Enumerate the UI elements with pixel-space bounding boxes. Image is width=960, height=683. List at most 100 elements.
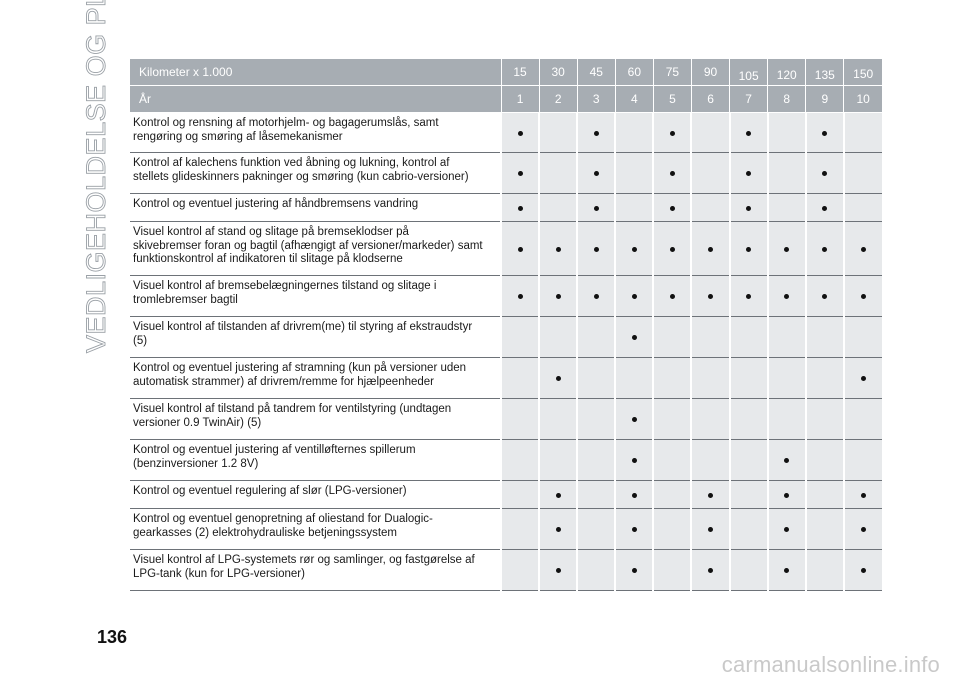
- schedule-cell: [576, 508, 616, 550]
- table-row: Visuel kontrol af stand og slitage på br…: [130, 221, 882, 276]
- year-header-cell: 4: [614, 85, 654, 113]
- kilometer-header-cell: 120: [767, 59, 806, 86]
- schedule-cell: [804, 439, 844, 481]
- check-dot-icon: [822, 294, 828, 299]
- check-dot-icon: [555, 527, 561, 532]
- schedule-cell: [500, 112, 540, 153]
- check-dot-icon: [631, 458, 637, 463]
- schedule-cell: [766, 480, 806, 509]
- schedule-cell: [842, 480, 882, 509]
- schedule-cell: [538, 275, 578, 317]
- schedule-cell: [538, 112, 578, 153]
- table-row: Kontrol og eventuel justering af stramni…: [130, 357, 882, 399]
- schedule-cell: [842, 275, 882, 317]
- maintenance-item-description: Visuel kontrol af stand og slitage på br…: [130, 221, 502, 276]
- kilometer-value: 105: [738, 69, 759, 83]
- table-row: Kontrol og eventuel regulering af slør (…: [130, 480, 882, 509]
- year-header-cell: 9: [805, 85, 844, 113]
- table-row: Kontrol og rensning af motorhjelm- og ba…: [130, 112, 882, 153]
- check-dot-icon: [708, 527, 714, 532]
- check-dot-icon: [822, 205, 828, 211]
- schedule-cell: [538, 439, 578, 481]
- schedule-cell: [614, 398, 654, 440]
- schedule-cell: [842, 549, 882, 591]
- schedule-cell: [538, 193, 578, 222]
- schedule-cell: [652, 152, 692, 194]
- schedule-cell: [728, 508, 768, 550]
- schedule-cell: [500, 152, 540, 194]
- check-dot-icon: [746, 205, 752, 211]
- check-dot-icon: [593, 171, 599, 176]
- year-header-cell: 10: [843, 85, 882, 113]
- schedule-cell: [804, 221, 844, 276]
- kilometer-header-cell: 90: [690, 59, 730, 86]
- maintenance-item-description: Visuel kontrol af LPG-systemets rør og s…: [130, 549, 502, 591]
- check-dot-icon: [555, 376, 561, 381]
- check-dot-icon: [708, 294, 714, 299]
- schedule-cell: [538, 508, 578, 550]
- check-dot-icon: [822, 246, 828, 252]
- kilometer-value: 15: [513, 65, 527, 79]
- schedule-cell: [500, 439, 540, 481]
- schedule-cell: [766, 152, 806, 194]
- maintenance-item-description: Visuel kontrol af tilstanden af drivrem(…: [130, 316, 502, 358]
- schedule-cell: [804, 193, 844, 222]
- check-dot-icon: [708, 246, 714, 252]
- check-dot-icon: [593, 294, 599, 299]
- check-dot-icon: [555, 294, 561, 299]
- schedule-cell: [538, 152, 578, 194]
- kilometer-header-cell: 45: [576, 59, 616, 86]
- check-dot-icon: [669, 205, 675, 211]
- schedule-cell: [652, 112, 692, 153]
- schedule-cell: [842, 221, 882, 276]
- schedule-cell: [576, 316, 616, 358]
- schedule-cell: [842, 152, 882, 194]
- schedule-cell: [614, 439, 654, 481]
- check-dot-icon: [555, 568, 561, 573]
- maintenance-item-description: Visuel kontrol af tilstand på tandrem fo…: [130, 398, 502, 440]
- check-dot-icon: [631, 246, 637, 252]
- schedule-cell: [804, 112, 844, 153]
- schedule-cell: [614, 549, 654, 591]
- schedule-cell: [614, 316, 654, 358]
- schedule-cell: [766, 316, 806, 358]
- schedule-cell: [690, 480, 730, 509]
- schedule-cell: [690, 549, 730, 591]
- chapter-side-title: VEDLIGEHOLDELSE OG PLEJE: [81, 0, 112, 353]
- schedule-cell: [576, 480, 616, 509]
- check-dot-icon: [746, 294, 752, 299]
- maintenance-item-description: Kontrol og eventuel justering af ventill…: [130, 439, 502, 481]
- check-dot-icon: [708, 492, 714, 498]
- schedule-cell: [804, 316, 844, 358]
- schedule-cell: [728, 480, 768, 509]
- check-dot-icon: [669, 130, 675, 136]
- schedule-cell: [728, 357, 768, 399]
- check-dot-icon: [746, 171, 752, 176]
- maintenance-item-description: Kontrol og rensning af motorhjelm- og ba…: [130, 112, 502, 153]
- schedule-cell: [576, 275, 616, 317]
- schedule-cell: [728, 193, 768, 222]
- page-number: 136: [97, 627, 128, 647]
- schedule-cell: [538, 549, 578, 591]
- schedule-cell: [690, 193, 730, 222]
- table-row: Visuel kontrol af tilstand på tandrem fo…: [130, 398, 882, 440]
- maintenance-item-description: Kontrol og eventuel genopretning af olie…: [130, 508, 502, 550]
- schedule-cell: [690, 398, 730, 440]
- schedule-cell: [652, 508, 692, 550]
- year-header-cell: 6: [690, 85, 730, 113]
- schedule-cell: [614, 275, 654, 317]
- schedule-cell: [690, 508, 730, 550]
- schedule-cell: [766, 549, 806, 591]
- schedule-cell: [652, 275, 692, 317]
- schedule-cell: [766, 439, 806, 481]
- schedule-cell: [576, 193, 616, 222]
- schedule-cell: [728, 221, 768, 276]
- kilometer-value: 30: [551, 65, 565, 79]
- schedule-cell: [538, 221, 578, 276]
- maintenance-item-description: Kontrol og eventuel justering af stramni…: [130, 357, 502, 399]
- schedule-cell: [500, 275, 540, 317]
- watermark: carmanualsonline.info: [721, 652, 940, 677]
- schedule-cell: [842, 398, 882, 440]
- check-dot-icon: [746, 246, 752, 252]
- check-dot-icon: [784, 527, 790, 532]
